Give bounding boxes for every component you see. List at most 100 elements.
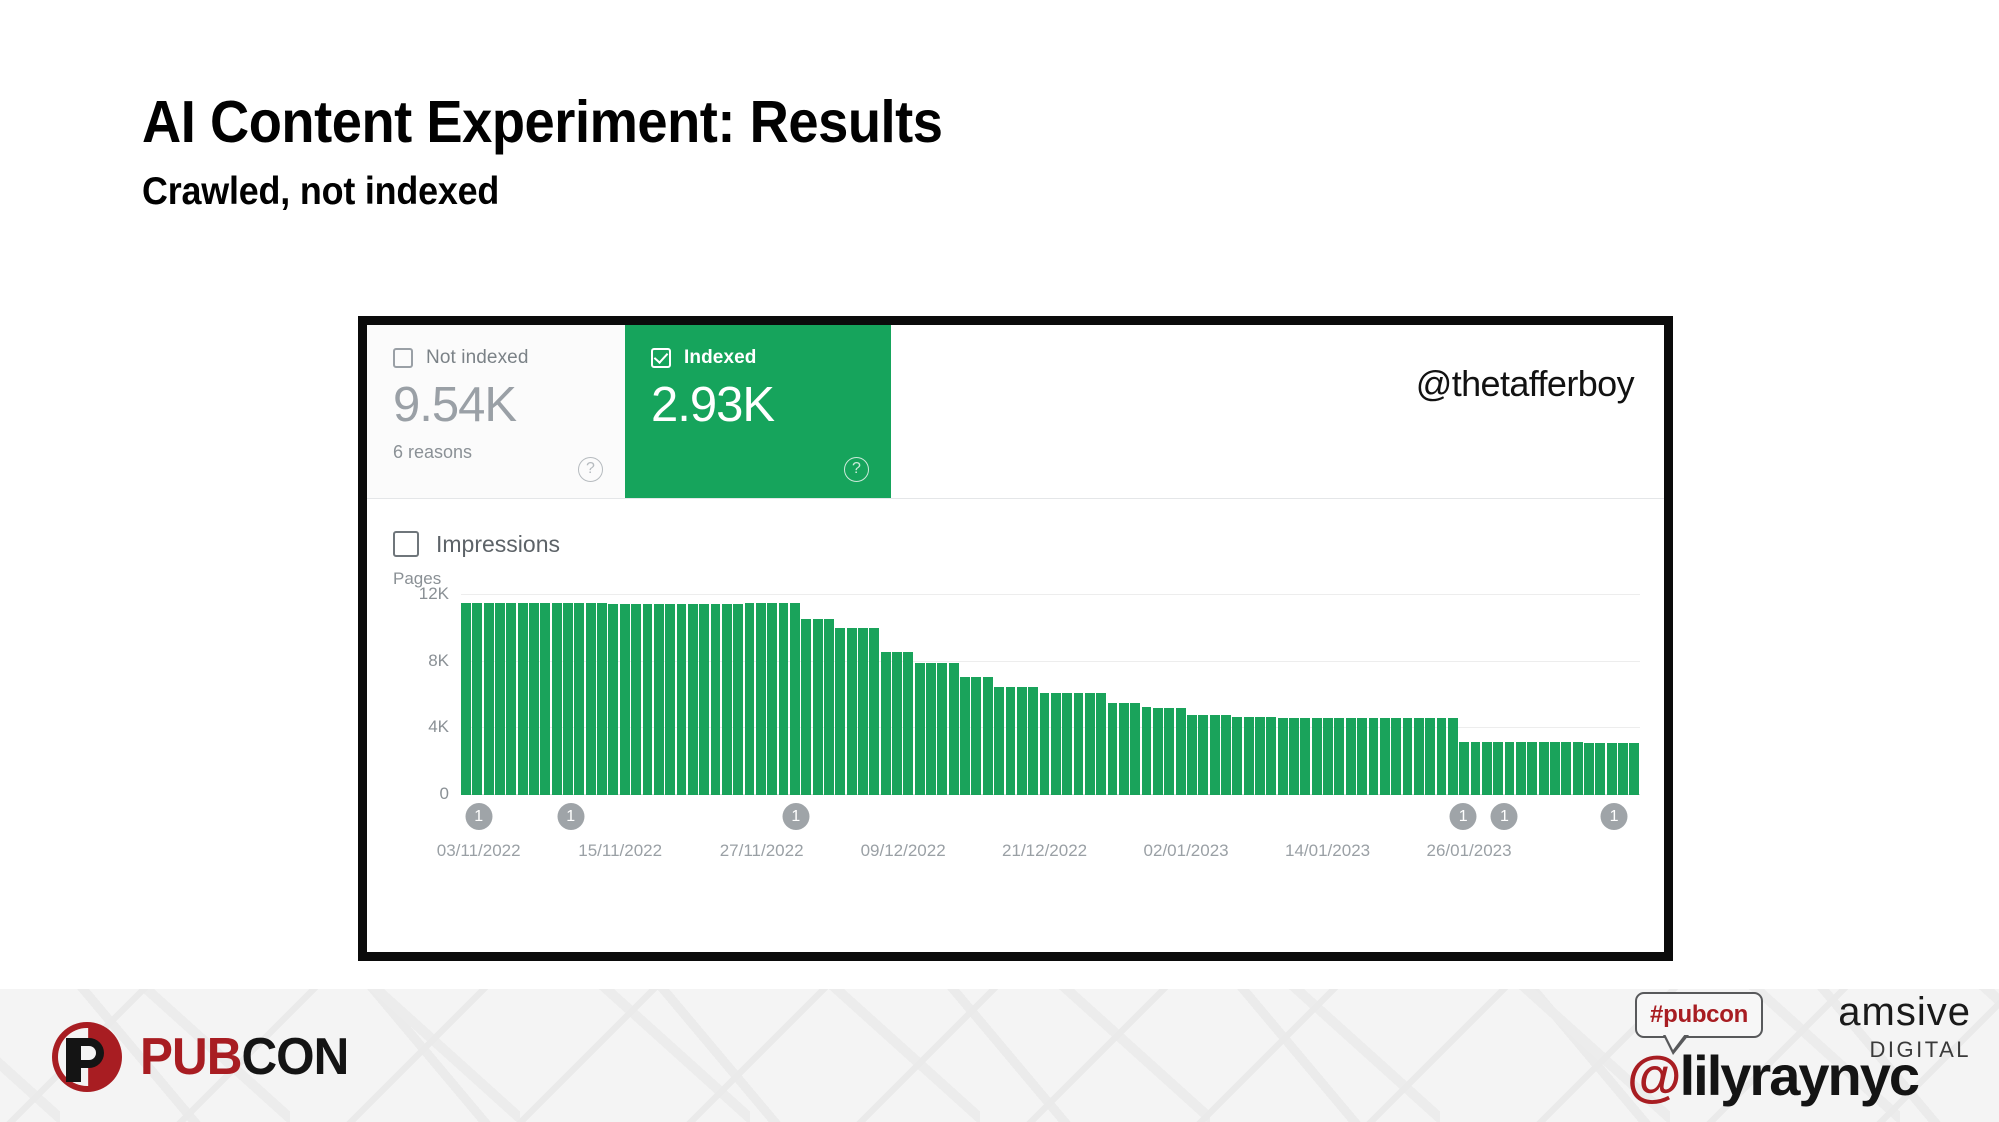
annotation-marker[interactable]: 1 <box>465 803 493 830</box>
bar[interactable] <box>812 619 823 795</box>
bar[interactable] <box>687 604 698 795</box>
bar[interactable] <box>1232 716 1243 795</box>
bar[interactable] <box>1413 718 1424 795</box>
bar[interactable] <box>676 604 687 795</box>
bar[interactable] <box>858 628 868 795</box>
bar[interactable] <box>597 603 607 795</box>
bar[interactable] <box>483 603 494 795</box>
bar[interactable] <box>1198 715 1209 795</box>
bar[interactable] <box>960 676 970 795</box>
annotation-marker[interactable]: 1 <box>1490 803 1518 830</box>
bar[interactable] <box>1255 716 1265 795</box>
bar[interactable] <box>721 604 732 795</box>
bar[interactable] <box>1028 686 1039 795</box>
annotation-marker[interactable]: 1 <box>1449 803 1477 830</box>
bar[interactable] <box>914 663 925 795</box>
bar[interactable] <box>1368 718 1379 795</box>
bar[interactable] <box>1459 741 1470 795</box>
bar[interactable] <box>540 603 551 795</box>
bar[interactable] <box>461 603 471 795</box>
bar[interactable] <box>551 603 562 795</box>
bar[interactable] <box>642 604 653 795</box>
bar[interactable] <box>1629 743 1640 795</box>
bar[interactable] <box>608 604 619 795</box>
bar[interactable] <box>1130 703 1141 795</box>
bar[interactable] <box>1357 718 1367 795</box>
bar[interactable] <box>733 604 744 795</box>
bar[interactable] <box>653 604 664 795</box>
bar[interactable] <box>529 603 539 795</box>
bar[interactable] <box>1515 741 1526 795</box>
bar[interactable] <box>1039 693 1050 795</box>
bar[interactable] <box>1527 741 1538 795</box>
bar[interactable] <box>1425 718 1436 795</box>
bar[interactable] <box>1606 743 1617 795</box>
bar[interactable] <box>1175 708 1186 795</box>
bar[interactable] <box>1084 693 1095 795</box>
bar[interactable] <box>1550 741 1560 795</box>
help-icon-indexed[interactable]: ? <box>844 457 869 482</box>
bar[interactable] <box>824 619 834 795</box>
bar[interactable] <box>1221 715 1231 795</box>
bar[interactable] <box>1391 718 1402 795</box>
bar[interactable] <box>1118 703 1129 795</box>
bar[interactable] <box>1323 718 1333 795</box>
bar[interactable] <box>1493 741 1504 795</box>
bar[interactable] <box>1243 716 1254 795</box>
bar[interactable] <box>1504 741 1515 795</box>
bar[interactable] <box>1481 741 1492 795</box>
bar[interactable] <box>1470 741 1481 795</box>
bar[interactable] <box>1277 718 1288 795</box>
annotation-marker[interactable]: 1 <box>557 803 585 830</box>
bar[interactable] <box>1050 693 1061 795</box>
bar[interactable] <box>585 603 596 795</box>
annotation-marker[interactable]: 1 <box>1600 803 1628 830</box>
bar[interactable] <box>1107 703 1118 795</box>
bar[interactable] <box>1436 718 1447 795</box>
bar[interactable] <box>880 651 891 795</box>
checkbox-icon-not-indexed[interactable] <box>393 348 413 368</box>
bar[interactable] <box>1141 706 1152 795</box>
bar[interactable] <box>1300 718 1311 795</box>
bar[interactable] <box>755 602 766 795</box>
bar[interactable] <box>1345 718 1356 795</box>
bar[interactable] <box>495 603 505 795</box>
checkbox-icon-impressions[interactable] <box>393 531 419 557</box>
bar[interactable] <box>563 603 573 795</box>
bar[interactable] <box>1618 743 1628 795</box>
bar[interactable] <box>903 651 914 795</box>
bar[interactable] <box>801 619 812 795</box>
bar[interactable] <box>1209 715 1220 795</box>
bar[interactable] <box>1584 743 1594 795</box>
bar[interactable] <box>994 686 1004 795</box>
help-icon-not-indexed[interactable]: ? <box>578 457 603 482</box>
bar[interactable] <box>1152 708 1163 795</box>
bar[interactable] <box>631 604 641 795</box>
checkbox-icon-indexed[interactable] <box>651 348 671 368</box>
bar[interactable] <box>1073 693 1084 795</box>
bar[interactable] <box>1187 715 1197 795</box>
bar[interactable] <box>789 602 800 795</box>
bar[interactable] <box>472 603 483 795</box>
bar[interactable] <box>869 628 880 795</box>
bar[interactable] <box>619 604 630 795</box>
bar[interactable] <box>1572 741 1583 795</box>
bar[interactable] <box>778 602 789 795</box>
annotation-marker[interactable]: 1 <box>782 803 810 830</box>
bar[interactable] <box>1289 718 1299 795</box>
bar[interactable] <box>517 603 528 795</box>
bar[interactable] <box>846 628 857 795</box>
bar[interactable] <box>1311 718 1322 795</box>
bar[interactable] <box>1005 686 1016 795</box>
bar[interactable] <box>1062 693 1073 795</box>
bar[interactable] <box>926 663 936 795</box>
bar[interactable] <box>699 604 710 795</box>
bar[interactable] <box>937 663 948 795</box>
bar[interactable] <box>710 604 721 795</box>
bar[interactable] <box>892 651 902 795</box>
bar[interactable] <box>1402 718 1413 795</box>
impressions-toggle-row[interactable]: Impressions <box>367 499 1664 567</box>
bar[interactable] <box>948 663 959 795</box>
bar[interactable] <box>1266 716 1277 795</box>
bar[interactable] <box>1538 741 1549 795</box>
